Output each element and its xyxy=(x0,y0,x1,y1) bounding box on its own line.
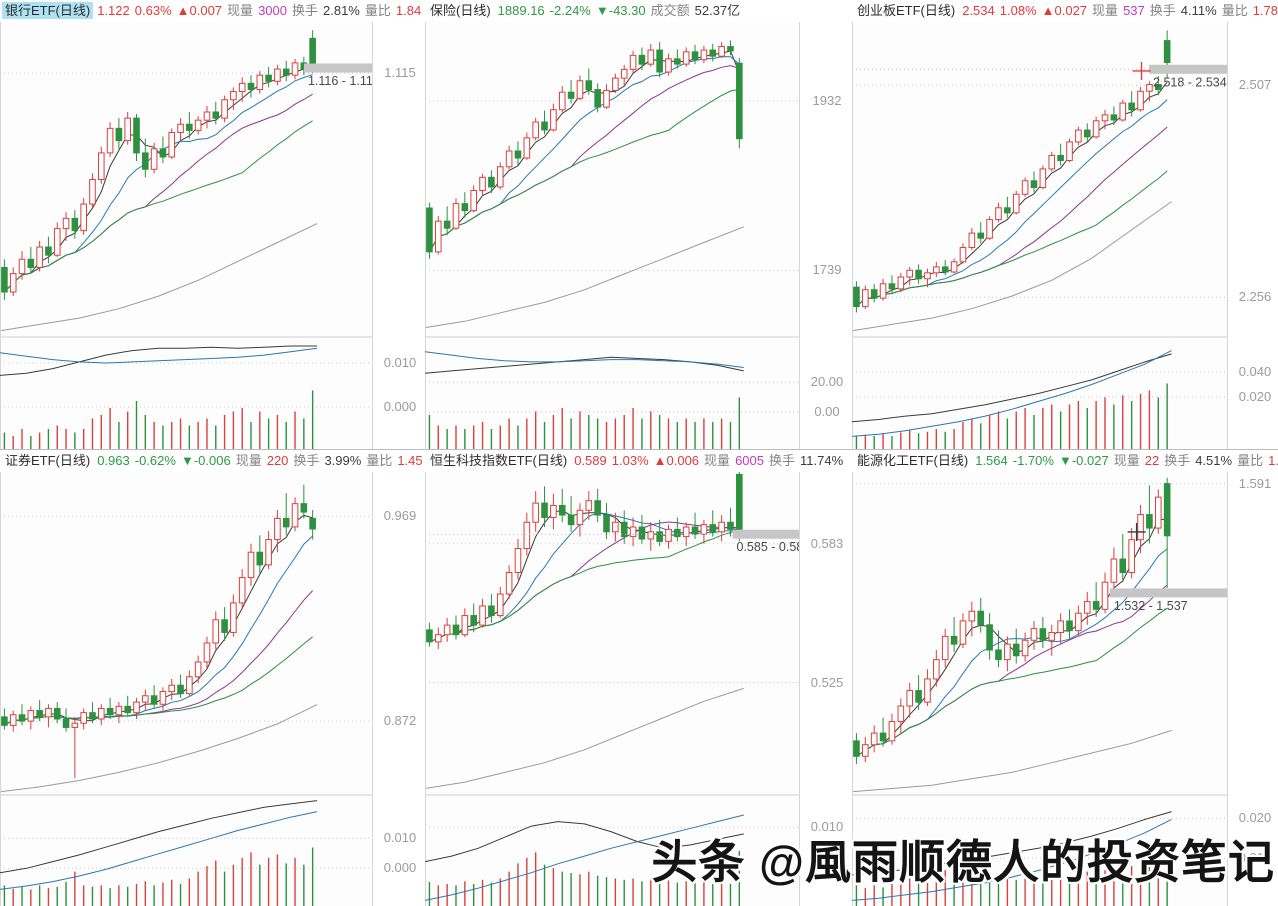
header-field: 换手 xyxy=(768,453,795,468)
axis-label: 0.010 xyxy=(383,354,417,370)
header-field: 量比 xyxy=(1221,3,1248,18)
chart-header-energy-chem-etf[interactable]: 能源化工ETF(日线) 1.564 -1.70% ▼-0.027 现量 22 换手 4.51%… xyxy=(854,450,1278,472)
axis-label: 2.256 xyxy=(1238,289,1272,305)
header-field: 4.51% xyxy=(1195,453,1233,468)
chart-title-hstech-etf[interactable]: 恒生科技指数ETF(日线) xyxy=(430,453,568,468)
header-field: 换手 xyxy=(1149,3,1176,18)
axis-label: 0.583 xyxy=(810,535,844,551)
candlestick-chart-securities-etf[interactable] xyxy=(0,472,373,906)
header-field: 22 xyxy=(1144,453,1160,468)
header-field: ▼-43.30 xyxy=(595,3,646,18)
candlestick-chart-chinext-etf[interactable]: 2.518 - 2.534 xyxy=(852,22,1228,450)
header-field: 1889.16 xyxy=(497,3,545,18)
header-field: 1.564 xyxy=(975,453,1008,468)
header-field: 现量 xyxy=(704,453,731,468)
header-field: 现量 xyxy=(227,3,254,18)
header-field: 现量 xyxy=(235,453,262,468)
axis-label: 0.525 xyxy=(810,674,844,690)
header-field: -1.70% xyxy=(1012,453,1054,468)
chart-header-securities-etf[interactable]: 证券ETF(日线) 0.963 -0.62% ▼-0.006 现量 220 换手 3.99% 量… xyxy=(2,450,1278,472)
axis-label: 0.010 xyxy=(383,830,417,846)
header-field: 0.963 xyxy=(97,453,130,468)
header-field: 现量 xyxy=(1092,3,1119,18)
chart-header-bank-etf[interactable]: 银行ETF(日线) 1.122 0.63% ▲0.007 现量 3000 换手 2.81% 量比… xyxy=(2,0,1278,22)
header-field: 52.37亿 xyxy=(694,3,741,18)
header-field: 1.84 xyxy=(395,3,422,18)
axis-label: 0.010 xyxy=(1238,850,1272,866)
axis-label: 2.507 xyxy=(1238,77,1272,93)
svg-text:2.518 - 2.534: 2.518 - 2.534 xyxy=(1153,75,1227,89)
axis-label: 0.020 xyxy=(1238,388,1272,404)
header-field: 量比 xyxy=(1237,453,1264,468)
axis-label: 20.00 xyxy=(810,374,844,390)
candlestick-chart-hstech-etf[interactable]: 0.585 - 0.589 xyxy=(425,472,800,906)
row-divider xyxy=(0,449,1278,450)
svg-text:1.532 - 1.537: 1.532 - 1.537 xyxy=(1114,599,1188,613)
header-field: 0.589 xyxy=(574,453,607,468)
axis-label: 1.591 xyxy=(1238,475,1272,491)
chart-header-insurance-index[interactable]: 保险(日线) 1889.16 -2.24% ▼-43.30 成交额 52.37亿 xyxy=(427,0,1278,22)
header-field: 537 xyxy=(1123,3,1145,18)
header-field: 1.78 xyxy=(1252,3,1278,18)
header-field: 6005 xyxy=(735,453,764,468)
candlestick-chart-insurance-index[interactable] xyxy=(425,22,800,450)
header-field: ▼-0.006 xyxy=(180,453,231,468)
header-field: ▲0.027 xyxy=(1041,3,1088,18)
header-field: 1.45 xyxy=(397,453,423,468)
header-field: ▲0.006 xyxy=(653,453,700,468)
axis-label: 0.000 xyxy=(383,860,417,876)
axis-label: 0.010 xyxy=(810,819,844,835)
axis-label: 0.000 xyxy=(383,399,417,415)
header-field: 1.08% xyxy=(999,3,1037,18)
header-field: 2.534 xyxy=(962,3,995,18)
axis-label: 0.872 xyxy=(383,713,417,729)
chart-title-energy-chem-etf[interactable]: 能源化工ETF(日线) xyxy=(857,453,969,468)
chart-title-insurance-index[interactable]: 保险(日线) xyxy=(430,3,491,18)
chart-title-chinext-etf[interactable]: 创业板ETF(日线) xyxy=(857,3,956,18)
header-field: 换手 xyxy=(1164,453,1191,468)
axis-label: 0.040 xyxy=(1238,364,1272,380)
header-field: 2.81% xyxy=(323,3,360,18)
header-field: 1.122 xyxy=(97,3,130,18)
header-field: 1.03% xyxy=(611,453,649,468)
chart-title-bank-etf[interactable]: 银行ETF(日线) xyxy=(2,2,94,19)
axis-label: 0.969 xyxy=(383,508,417,524)
header-field: 3000 xyxy=(258,3,287,18)
header-field: 4.11% xyxy=(1180,3,1217,18)
axis-label: 0.00 xyxy=(814,403,840,419)
axis-label: 1739 xyxy=(812,262,842,278)
svg-text:1.116 - 1.119: 1.116 - 1.119 xyxy=(308,74,373,88)
header-field: 量比 xyxy=(364,3,391,18)
header-field: 成交额 xyxy=(650,3,690,18)
axis-label: 0.020 xyxy=(1238,810,1272,826)
candlestick-chart-energy-chem-etf[interactable]: 1.532 - 1.537 xyxy=(852,472,1228,906)
chart-title-securities-etf[interactable]: 证券ETF(日线) xyxy=(5,453,91,468)
header-field: 11.74% xyxy=(800,453,844,468)
svg-text:0.585 - 0.589: 0.585 - 0.589 xyxy=(737,540,801,554)
header-field: 1. xyxy=(1268,453,1278,468)
header-field: 现量 xyxy=(1113,453,1140,468)
chart-header-hstech-etf[interactable]: 恒生科技指数ETF(日线) 0.589 1.03% ▲0.006 现量 6005 换手 11.… xyxy=(427,450,1278,472)
header-field: ▲0.007 xyxy=(176,3,223,18)
axis-label: 1932 xyxy=(812,92,842,108)
header-field: -0.62% xyxy=(134,453,176,468)
chart-header-chinext-etf[interactable]: 创业板ETF(日线) 2.534 1.08% ▲0.027 现量 537 换手 4.11% 量比… xyxy=(854,0,1278,22)
candlestick-chart-bank-etf[interactable]: 1.116 - 1.119 xyxy=(0,22,373,450)
header-field: 换手 xyxy=(291,3,318,18)
header-field: 换手 xyxy=(293,453,320,468)
header-field: ▼-0.027 xyxy=(1058,453,1109,468)
header-field: 量比 xyxy=(366,453,393,468)
axis-label: 1.115 xyxy=(384,65,416,81)
header-field: 0.63% xyxy=(134,3,172,18)
watermark: 头条 @風雨顺德人的投资笔记 xyxy=(651,836,1275,888)
header-field: -2.24% xyxy=(549,3,591,18)
header-field: 3.99% xyxy=(324,453,362,468)
header-field: 220 xyxy=(266,453,289,468)
